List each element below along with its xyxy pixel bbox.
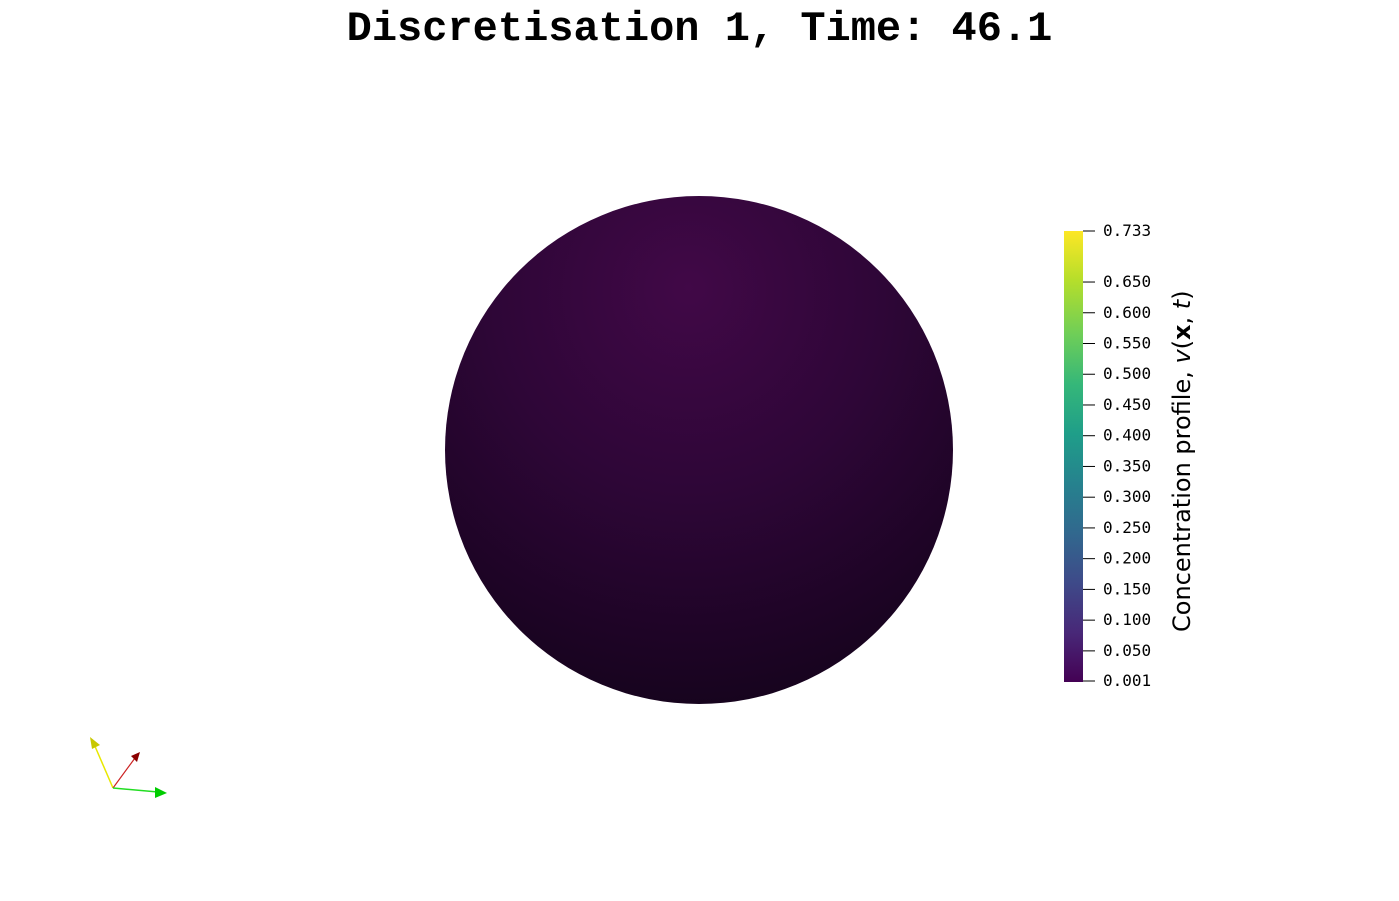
colorbar-tick-label: 0.450 <box>1103 395 1151 414</box>
colorbar-tick-label: 0.001 <box>1103 671 1151 690</box>
x-axis-arrow-icon <box>131 752 140 762</box>
colorbar-tick-label: 0.250 <box>1103 518 1151 537</box>
z-axis-arrow-icon <box>90 737 100 749</box>
plot-title: Discretisation 1, Time: 46.1 <box>346 5 1053 53</box>
colorbar-tick-label: 0.350 <box>1103 456 1151 475</box>
colorbar-gradient <box>1064 231 1083 682</box>
colorbar-tick-label: 0.300 <box>1103 487 1151 506</box>
concentration-sphere[interactable] <box>445 196 953 704</box>
orientation-axes-widget[interactable] <box>90 737 167 798</box>
colorbar-tick-label: 0.650 <box>1103 272 1151 291</box>
colorbar-tick-label: 0.500 <box>1103 364 1151 383</box>
colorbar-tick-label: 0.733 <box>1103 221 1151 240</box>
colorbar-tick-label: 0.400 <box>1103 426 1151 445</box>
x-axis-line <box>112 757 136 789</box>
colorbar-tick-label: 0.550 <box>1103 334 1151 353</box>
colorbar-tick-label: 0.150 <box>1103 579 1151 598</box>
colorbar-title: Concentration profile, v(x, t) <box>1168 290 1196 632</box>
colorbar-ticks: 0.733 0.650 0.600 0.550 0.500 0.450 0.400 0.350… <box>1083 221 1151 690</box>
y-axis-arrow-icon <box>155 787 167 798</box>
colorbar-tick-label: 0.050 <box>1103 641 1151 660</box>
colorbar-tick-label: 0.600 <box>1103 303 1151 322</box>
colorbar: 0.733 0.650 0.600 0.550 0.500 0.450 0.400 0.350… <box>1064 221 1196 690</box>
y-axis-line <box>112 787 159 793</box>
colorbar-tick-label: 0.100 <box>1103 610 1151 629</box>
colorbar-tick-label: 0.200 <box>1103 549 1151 568</box>
z-axis-line <box>93 743 114 789</box>
